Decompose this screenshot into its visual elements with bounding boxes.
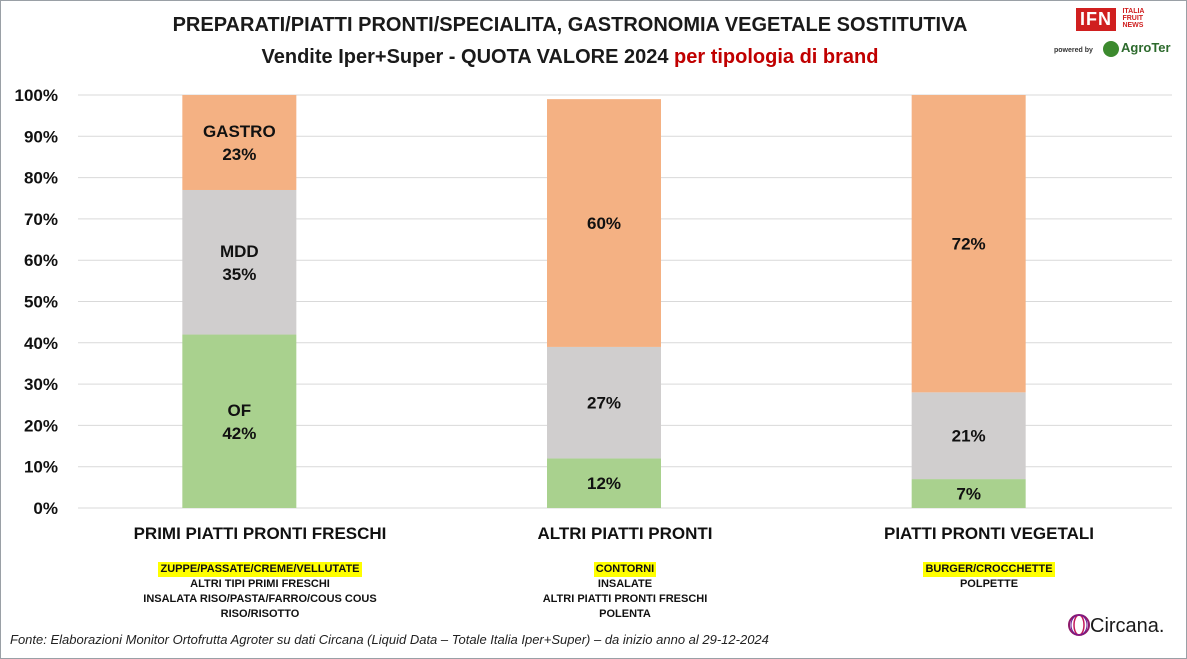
y-tick-label: 0% [33, 499, 58, 518]
subcategory-item: RISO/RISOTTO [220, 608, 300, 620]
bar-segment [911, 479, 1026, 508]
subcategory-item: POLPETTE [959, 578, 1019, 590]
leaf-icon [1103, 40, 1119, 57]
subcategory-item: ALTRI TIPI PRIMI FRESCHI [190, 578, 330, 590]
bar-segment [547, 458, 661, 508]
data-label: 60% [587, 214, 621, 233]
data-label: 35% [222, 265, 256, 284]
y-tick-label: 30% [24, 375, 58, 394]
data-label: 21% [952, 427, 986, 446]
agroter-text: AgroTer [1121, 40, 1171, 55]
y-tick-label: 20% [24, 416, 58, 435]
chart-title: PREPARATI/PIATTI PRONTI/SPECIALITA, GAST… [172, 14, 968, 36]
bar-segment [182, 334, 297, 508]
subcategory-item: INSALATA RISO/PASTA/FARRO/COUS COUS [143, 593, 377, 605]
data-label: MDD [220, 242, 259, 261]
y-tick-label: 80% [24, 169, 58, 188]
ifn-logo-mark: IFN [1076, 8, 1116, 31]
y-tick-label: 100% [15, 86, 58, 105]
data-label: 12% [587, 474, 621, 493]
y-tick-label: 60% [24, 251, 58, 270]
subcategory-highlight: CONTORNI [593, 562, 657, 577]
bar-segment [911, 95, 1026, 393]
y-tick-label: 40% [24, 334, 58, 353]
data-label: 42% [222, 424, 256, 443]
ifn-logo-side: ITALIA FRUIT NEWS [1122, 8, 1144, 29]
bar-segment [547, 99, 661, 347]
subtitle-highlight: per tipologia di brand [674, 46, 879, 68]
subcategory-list: ZUPPE/PASSATE/CREME/VELLUTATE ALTRI TIPI… [95, 562, 425, 622]
bar-segment [547, 346, 661, 459]
agroter-logo: AgroTer [1103, 40, 1171, 57]
source-footnote: Fonte: Elaborazioni Monitor Ortofrutta A… [10, 632, 769, 647]
data-label: 23% [222, 145, 256, 164]
bar-segment [911, 392, 1026, 480]
subtitle-main: Vendite Iper+Super - QUOTA VALORE 2024 [261, 46, 669, 68]
category-label: PIATTI PRONTI VEGETALI [884, 524, 1094, 543]
subcategory-list: BURGER/CROCCHETTE POLPETTE [824, 562, 1154, 592]
data-label: 27% [587, 394, 621, 413]
y-tick-label: 10% [24, 458, 58, 477]
y-tick-label: 70% [24, 210, 58, 229]
subcategory-item: ALTRI PIATTI PRONTI FRESCHI [542, 593, 708, 605]
ifn-logo: IFN ITALIA FRUIT NEWS [1076, 8, 1145, 31]
subcategory-list: CONTORNI INSALATE ALTRI PIATTI PRONTI FR… [460, 562, 790, 622]
subcategory-item: POLENTA [599, 608, 651, 620]
category-label: PRIMI PIATTI PRONTI FRESCHI [133, 524, 387, 543]
ifn-side-line: ITALIA [1122, 8, 1145, 15]
data-label: 72% [952, 235, 986, 254]
ifn-side-line: FRUIT [1122, 15, 1144, 22]
subcategory-highlight: ZUPPE/PASSATE/CREME/VELLUTATE [158, 562, 362, 577]
subcategory-item: INSALATE [597, 578, 653, 590]
data-label: GASTRO [203, 122, 276, 141]
powered-by-text: powered by [1054, 47, 1093, 54]
y-tick-label: 90% [24, 127, 58, 146]
subcategory-highlight: BURGER/CROCCHETTE [923, 562, 1055, 577]
category-label: ALTRI PIATTI PRONTI [537, 524, 713, 543]
circana-logo-text: Circana. [1090, 615, 1165, 637]
data-label: OF [228, 401, 252, 420]
ifn-side-line: NEWS [1122, 22, 1144, 29]
chart-subtitle: Vendite Iper+Super - QUOTA VALORE 2024 p… [120, 46, 1020, 69]
y-tick-label: 50% [24, 293, 58, 312]
bar-segment [182, 95, 297, 190]
circana-icon [1068, 614, 1090, 636]
data-label: 7% [956, 485, 981, 504]
bar-segment [182, 189, 297, 335]
